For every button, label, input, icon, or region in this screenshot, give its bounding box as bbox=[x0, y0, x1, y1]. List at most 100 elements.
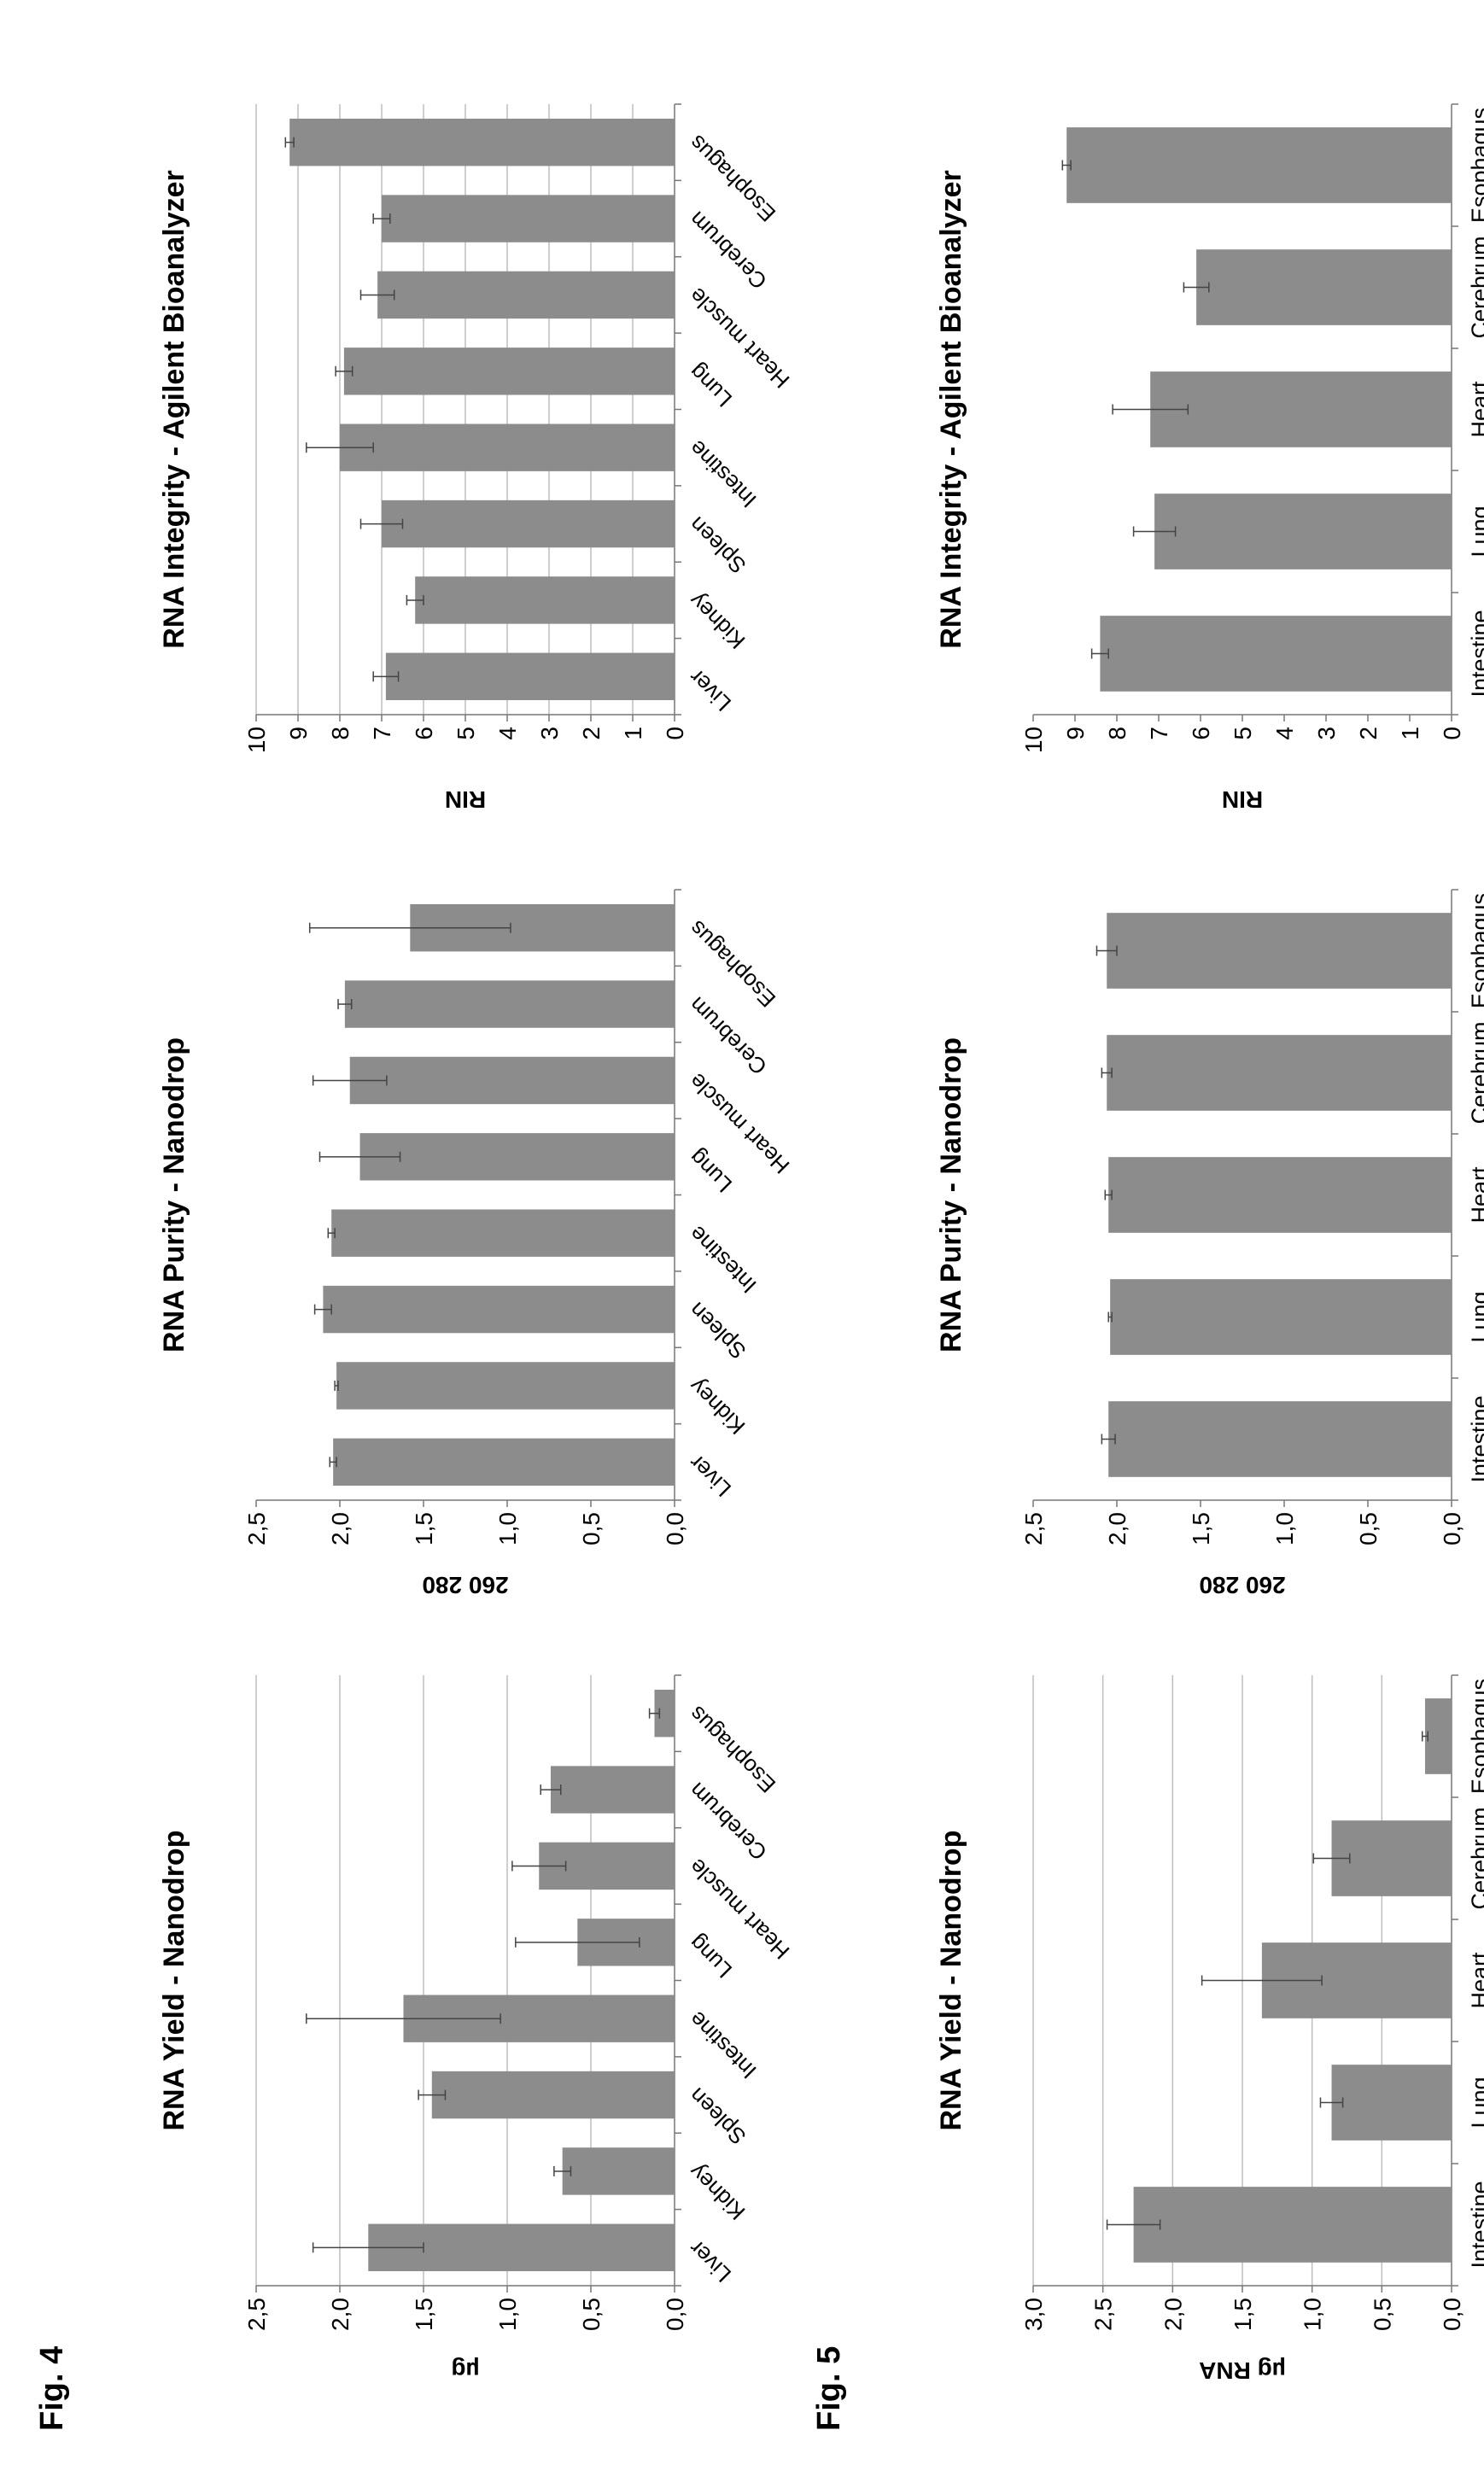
y-tick-label: 1,5 bbox=[411, 1512, 437, 1545]
chart-svg: RNA Yield - Nanodrop 0,0 0,5 1,0 1,5 2,0 2,5 µg… bbox=[158, 1674, 795, 2384]
category-label: Liver bbox=[684, 2235, 736, 2287]
y-tick-label: 3,0 bbox=[1020, 2298, 1047, 2331]
bar bbox=[331, 1209, 675, 1257]
bar bbox=[539, 1842, 675, 1890]
bar bbox=[562, 2147, 675, 2195]
category-label: Intestine bbox=[684, 2006, 762, 2084]
y-tick-label: 0,5 bbox=[1369, 2298, 1395, 2331]
category-label-word: Cerebrum bbox=[1467, 236, 1484, 338]
category-label: Cerebrum bbox=[1467, 1021, 1484, 1124]
category-label: Liver bbox=[684, 664, 736, 716]
y-tick-label: 1 bbox=[1397, 727, 1423, 740]
bar bbox=[344, 980, 675, 1028]
bar bbox=[343, 348, 675, 395]
bar bbox=[1196, 249, 1452, 325]
bar bbox=[431, 2071, 675, 2119]
bar bbox=[415, 576, 675, 624]
y-tick-label: 2,5 bbox=[243, 1512, 270, 1545]
y-axis-label: µg RNA bbox=[1199, 2357, 1286, 2384]
y-axis-label: RIN bbox=[445, 786, 486, 813]
y-tick-label: 10 bbox=[1020, 727, 1047, 753]
bar bbox=[1133, 2187, 1452, 2263]
y-tick-label: 1,0 bbox=[1300, 2298, 1326, 2331]
chart-fig4-rna-yield: RNA Yield - Nanodrop 0,0 0,5 1,0 1,5 2,0 2,5 µg… bbox=[85, 1654, 820, 2388]
category-label-word: Cerebrum bbox=[1467, 1807, 1484, 1909]
bar bbox=[385, 652, 675, 701]
bar bbox=[1107, 913, 1452, 989]
category-label: Intestine bbox=[684, 1221, 762, 1299]
bar bbox=[1154, 494, 1452, 570]
chart-fig4-rna-purity: RNA Purity - Nanodrop 0,0 0,5 1,0 1,5 2,0 2,5 2… bbox=[85, 868, 820, 1603]
category-label: Kidney bbox=[684, 588, 750, 654]
y-axis-label: 260 280 bbox=[422, 1572, 508, 1598]
chart-title: RNA Integrity - Agilent Bioanalyzer bbox=[935, 170, 967, 648]
y-tick-label: 7 bbox=[1146, 727, 1172, 740]
bar bbox=[382, 195, 675, 242]
chart-fig5-rna-purity: RNA Purity - Nanodrop 0,0 0,5 1,0 1,5 2,0 2,5 2… bbox=[862, 868, 1484, 1603]
category-label-word: Lung bbox=[1467, 1291, 1484, 1342]
y-tick-label: 2 bbox=[1355, 727, 1382, 740]
y-tick-label: 6 bbox=[1188, 727, 1214, 740]
bar bbox=[1066, 127, 1452, 203]
y-tick-label: 2,5 bbox=[1090, 2298, 1117, 2331]
bar bbox=[336, 1362, 675, 1410]
category-label: Kidney bbox=[684, 1374, 750, 1440]
bar bbox=[377, 271, 675, 319]
category-label: Esophagus bbox=[1467, 893, 1484, 1008]
y-tick-label: 1 bbox=[620, 727, 646, 740]
category-label: Cerebrum bbox=[1467, 236, 1484, 338]
y-tick-label: 0,0 bbox=[1439, 1512, 1465, 1545]
category-label: Intestine bbox=[1467, 610, 1484, 697]
category-label: Lung bbox=[1467, 1291, 1484, 1342]
y-tick-label: 5 bbox=[453, 727, 479, 740]
category-label-word: Cerebrum bbox=[1467, 1021, 1484, 1124]
y-tick-label: 6 bbox=[411, 727, 437, 740]
y-tick-label: 0 bbox=[1439, 727, 1465, 740]
y-tick-label: 9 bbox=[1062, 727, 1089, 740]
y-axis-label: 260 280 bbox=[1199, 1572, 1285, 1598]
category-label: Lung bbox=[684, 1931, 737, 1983]
y-tick-label: 4 bbox=[1271, 727, 1298, 740]
y-tick-label: 7 bbox=[369, 727, 395, 740]
bar bbox=[1424, 1698, 1452, 1774]
category-label-word: Intestine bbox=[1467, 610, 1484, 697]
bar bbox=[550, 1766, 675, 1814]
category-label: Intestine bbox=[1467, 2181, 1484, 2268]
category-label-word: Intestine bbox=[1467, 2181, 1484, 2268]
bar bbox=[403, 1995, 675, 2042]
y-tick-label: 0,0 bbox=[1439, 2298, 1465, 2331]
category-label-word: Lung bbox=[1467, 505, 1484, 557]
category-label-word: Esophagus bbox=[1467, 1679, 1484, 1794]
y-tick-label: 1,0 bbox=[1271, 1512, 1298, 1545]
y-tick-label: 2 bbox=[578, 727, 605, 740]
bar bbox=[368, 2223, 675, 2272]
bar bbox=[1108, 1401, 1452, 1477]
category-label-word: Lung bbox=[1467, 2077, 1484, 2128]
category-label: Lung bbox=[1467, 2077, 1484, 2128]
category-label: Liver bbox=[684, 1450, 736, 1502]
y-tick-label: 10 bbox=[243, 727, 270, 753]
y-tick-label: 2,0 bbox=[1104, 1512, 1131, 1545]
y-tick-label: 9 bbox=[285, 727, 312, 740]
chart-fig4-rna-integrity: RNA Integrity - Agilent Bioanalyzer 0 1 2 3 4… bbox=[85, 83, 820, 817]
category-label: Spleen bbox=[684, 1297, 751, 1364]
bar bbox=[1100, 616, 1452, 692]
bar bbox=[1110, 1279, 1452, 1355]
y-tick-label: 2,0 bbox=[1160, 2298, 1186, 2331]
y-tick-label: 5 bbox=[1230, 727, 1256, 740]
category-label-word: Esophagus bbox=[1467, 108, 1484, 223]
chart-title: RNA Purity - Nanodrop bbox=[158, 1037, 190, 1352]
fig-4-label: Fig. 4 bbox=[34, 2345, 70, 2431]
y-tick-label: 2,5 bbox=[243, 2298, 270, 2331]
y-tick-label: 2,0 bbox=[327, 2298, 353, 2331]
bar bbox=[1150, 371, 1452, 447]
y-tick-label: 0 bbox=[662, 727, 688, 740]
bar bbox=[1261, 1942, 1452, 2018]
bar bbox=[410, 903, 675, 952]
y-tick-label: 0,5 bbox=[578, 2298, 605, 2331]
category-label-word: Heart bbox=[1467, 1952, 1484, 2009]
bar bbox=[1107, 1035, 1452, 1111]
